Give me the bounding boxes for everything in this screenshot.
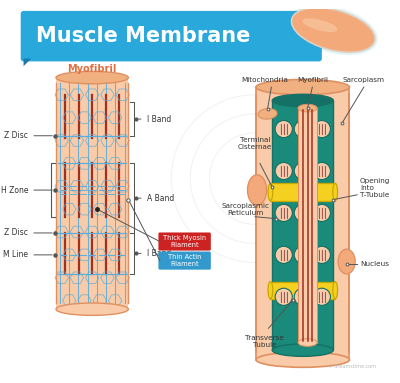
Text: Z Disc: Z Disc <box>4 131 52 140</box>
Ellipse shape <box>56 303 128 315</box>
Ellipse shape <box>256 352 350 367</box>
Circle shape <box>294 288 311 305</box>
Ellipse shape <box>333 282 338 299</box>
Circle shape <box>294 121 311 137</box>
Ellipse shape <box>258 108 277 119</box>
Text: I Band: I Band <box>139 115 171 124</box>
Bar <box>56 78 128 309</box>
Ellipse shape <box>289 5 378 55</box>
Ellipse shape <box>248 175 266 205</box>
Ellipse shape <box>256 80 350 95</box>
Circle shape <box>313 246 330 264</box>
Circle shape <box>294 246 311 264</box>
Circle shape <box>275 205 292 221</box>
Text: Z Disc: Z Disc <box>4 228 52 237</box>
Ellipse shape <box>338 249 355 274</box>
Polygon shape <box>24 59 31 66</box>
Ellipse shape <box>292 8 375 52</box>
Circle shape <box>313 162 330 180</box>
Circle shape <box>275 246 292 264</box>
FancyBboxPatch shape <box>158 232 211 250</box>
Text: Nucleus: Nucleus <box>360 262 389 267</box>
Circle shape <box>275 121 292 137</box>
Text: © dreamstime.com: © dreamstime.com <box>328 364 376 369</box>
Text: Sarcoplasmic
Reticulum: Sarcoplasmic Reticulum <box>222 203 270 216</box>
Bar <box>256 87 350 360</box>
Ellipse shape <box>268 282 273 299</box>
Text: A Band: A Band <box>139 194 174 203</box>
Circle shape <box>275 162 292 180</box>
Ellipse shape <box>56 71 128 84</box>
Circle shape <box>313 121 330 137</box>
Circle shape <box>275 288 292 305</box>
Ellipse shape <box>272 94 333 107</box>
Text: Mitochondria: Mitochondria <box>241 77 288 83</box>
Circle shape <box>294 162 311 180</box>
Text: Terminal
Cisternae: Terminal Cisternae <box>238 137 272 150</box>
Ellipse shape <box>302 18 338 32</box>
Bar <box>270 183 335 201</box>
Text: Transverse
Tubule: Transverse Tubule <box>245 335 284 348</box>
Text: Thick Myosin
Filament: Thick Myosin Filament <box>163 235 206 248</box>
Ellipse shape <box>272 344 333 356</box>
Bar <box>272 100 333 350</box>
Ellipse shape <box>298 339 317 346</box>
Circle shape <box>294 205 311 221</box>
Bar <box>270 282 335 299</box>
Text: Sarcoplasm: Sarcoplasm <box>343 77 385 83</box>
Text: Thin Actin
Filament: Thin Actin Filament <box>168 254 201 267</box>
FancyBboxPatch shape <box>158 252 211 270</box>
Circle shape <box>313 205 330 221</box>
FancyBboxPatch shape <box>21 11 322 61</box>
Ellipse shape <box>268 183 273 201</box>
Ellipse shape <box>333 183 338 201</box>
Text: I Band: I Band <box>139 249 171 258</box>
Circle shape <box>313 288 330 305</box>
Text: Muscle Membrane: Muscle Membrane <box>36 26 250 46</box>
Bar <box>298 108 317 342</box>
Text: Myofibril: Myofibril <box>297 77 328 83</box>
Text: M Line: M Line <box>3 250 52 259</box>
Text: Myofibril: Myofibril <box>68 64 117 74</box>
Text: Opening
Into
T-Tubule: Opening Into T-Tubule <box>360 178 390 198</box>
Ellipse shape <box>298 104 317 112</box>
Text: H Zone: H Zone <box>1 186 52 195</box>
